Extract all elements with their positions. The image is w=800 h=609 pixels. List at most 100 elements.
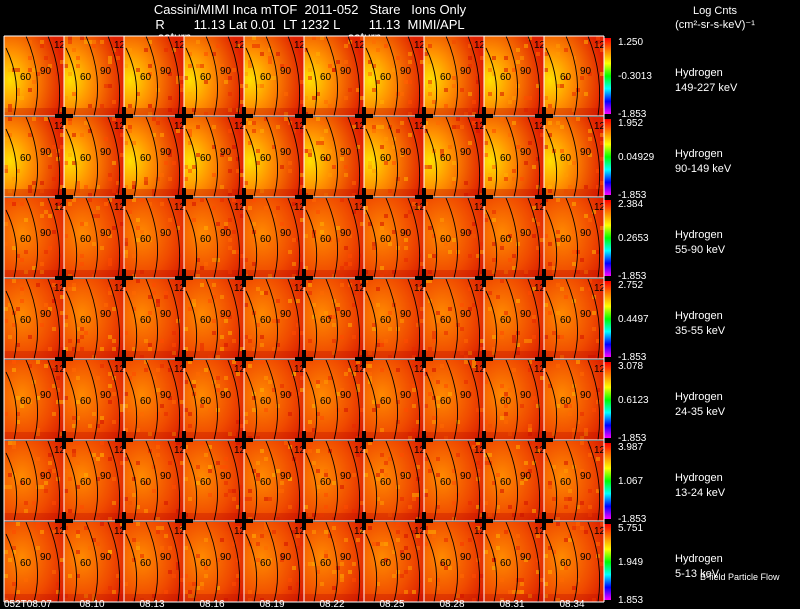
contour-line (185, 128, 198, 198)
heatmap-pixel (280, 558, 284, 562)
heatmap-pixel (112, 189, 116, 193)
heatmap-pixel (152, 489, 156, 493)
heatmap-pixel (292, 238, 296, 242)
heatmap-pixel (276, 392, 280, 396)
heatmap-pixel (292, 372, 296, 376)
heatmap-pixel (420, 319, 424, 323)
heatmap-pixel (148, 64, 152, 68)
heatmap-pixel (436, 505, 440, 509)
heatmap-pixel (584, 214, 588, 218)
heatmap-pixel (484, 453, 488, 457)
heatmap-pixel (80, 347, 84, 351)
colorbar-mid-label: 0.2653 (618, 233, 649, 244)
heatmap-pixel (532, 315, 536, 319)
heatmap-pixel (476, 461, 480, 465)
heatmap-pixel (92, 538, 96, 542)
heatmap-pixel (112, 347, 116, 351)
heatmap-pixel (580, 335, 584, 339)
time-tick-label: 08:13 (139, 599, 164, 609)
heatmap-pixel (52, 412, 56, 416)
contour-line (205, 116, 218, 198)
heatmap-pixel (224, 465, 228, 469)
heatmap-pixel (304, 428, 308, 432)
heatmap-pixel (188, 594, 192, 598)
heatmap-pixel (56, 157, 60, 161)
heatmap-pixel (108, 177, 112, 181)
grid-cross (115, 438, 133, 442)
heatmap-pixel (228, 489, 232, 493)
heatmap-pixel (40, 68, 44, 72)
heatmap-pixel (316, 210, 320, 214)
heatmap-pixel (260, 335, 264, 339)
cell-shade (364, 108, 424, 116)
heatmap-cell (4, 441, 64, 521)
heatmap-pixel (368, 526, 372, 530)
heatmap-pixel (200, 64, 204, 68)
heatmap-pixel (316, 141, 320, 145)
heatmap-pixel (12, 323, 16, 327)
heatmap-pixel (8, 441, 12, 445)
heatmap-pixel (148, 238, 152, 242)
heatmap-cell (244, 441, 304, 521)
contour-label: 90 (160, 309, 172, 320)
contour-label: 90 (460, 228, 472, 239)
heatmap-pixel (552, 331, 556, 335)
contour-label: 90 (520, 390, 532, 401)
heatmap-pixel (580, 234, 584, 238)
heatmap-pixel (564, 461, 568, 465)
heatmap-pixel (456, 562, 460, 566)
heatmap-cell (544, 117, 604, 197)
heatmap-pixel (312, 404, 316, 408)
heatmap-pixel (444, 538, 448, 542)
contour-label: 90 (100, 147, 112, 158)
heatmap-pixel (568, 185, 572, 189)
contour-label: 12 (174, 445, 186, 456)
heatmap-pixel (352, 424, 356, 428)
heatmap-pixel (540, 238, 544, 242)
heatmap-pixel (548, 133, 552, 137)
heatmap-pixel (76, 530, 80, 534)
contour-label: 60 (140, 315, 152, 326)
heatmap-pixel (172, 343, 176, 347)
grid-cross (475, 519, 493, 523)
heatmap-pixel (12, 546, 16, 550)
contour-label: 60 (260, 315, 272, 326)
heatmap-pixel (600, 157, 604, 161)
heatmap-pixel (72, 287, 76, 291)
heatmap-pixel (412, 493, 416, 497)
heatmap-pixel (516, 299, 520, 303)
heatmap-pixel (232, 489, 236, 493)
colorbar-mid-label: 0.4497 (618, 314, 649, 325)
heatmap-pixel (8, 68, 12, 72)
heatmap-pixel (564, 295, 568, 299)
heatmap-pixel (456, 323, 460, 327)
heatmap-pixel (376, 477, 380, 481)
heatmap-pixel (520, 404, 524, 408)
heatmap-pixel (584, 92, 588, 96)
heatmap-pixel (548, 262, 552, 266)
contour-label: 90 (100, 309, 112, 320)
heatmap-cell (4, 522, 64, 602)
heatmap-pixel (316, 485, 320, 489)
contour-line (5, 371, 18, 441)
heatmap-pixel (168, 570, 172, 574)
heatmap-pixel (240, 254, 244, 258)
contour-line (287, 35, 301, 117)
contour-label: 12 (534, 445, 546, 456)
heatmap-pixel (204, 112, 208, 116)
contour-label: 60 (320, 558, 332, 569)
contour-label: 60 (20, 396, 32, 407)
heatmap-pixel (428, 60, 432, 64)
heatmap-pixel (396, 530, 400, 534)
contour-label: 60 (200, 234, 212, 245)
heatmap-pixel (468, 307, 472, 311)
heatmap-pixel (304, 48, 308, 52)
heatmap-pixel (332, 246, 336, 250)
heatmap-pixel (12, 368, 16, 372)
heatmap-pixel (12, 445, 16, 449)
contour-label: 12 (594, 202, 606, 213)
heatmap-pixel (236, 578, 240, 582)
heatmap-pixel (128, 125, 132, 129)
heatmap-pixel (476, 76, 480, 80)
time-tick-label: 08:34 (559, 599, 584, 609)
